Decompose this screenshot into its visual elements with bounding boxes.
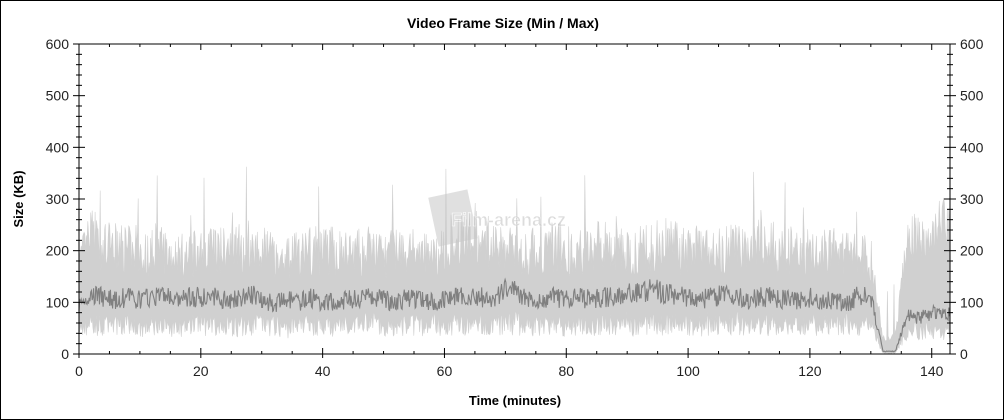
plot-area — [78, 166, 951, 354]
x-tick-label: 100 — [676, 363, 700, 379]
y-tick-label: 400 — [46, 139, 70, 155]
y-tick-label: 500 — [46, 88, 70, 104]
y-tick-label-right: 300 — [960, 191, 984, 207]
series-max-band — [78, 166, 950, 354]
x-tick-label: 120 — [798, 363, 822, 379]
x-tick-label: 80 — [558, 363, 574, 379]
y-tick-label-right: 100 — [960, 294, 984, 310]
y-axis-label: Size (KB) — [11, 170, 26, 227]
chart-title: Video Frame Size (Min / Max) — [407, 15, 599, 31]
y-tick-label: 600 — [46, 36, 70, 52]
x-tick-label: 0 — [75, 363, 83, 379]
x-tick-label: 140 — [920, 363, 944, 379]
y-tick-label-right: 400 — [960, 139, 984, 155]
x-tick-label: 60 — [437, 363, 453, 379]
y-tick-label-right: 600 — [960, 36, 984, 52]
y-tick-label: 300 — [46, 191, 70, 207]
y-tick-label: 200 — [46, 243, 70, 259]
svg-text:Film-arena.cz: Film-arena.cz — [451, 210, 566, 230]
x-tick-label: 40 — [315, 363, 331, 379]
x-axis-label: Time (minutes) — [469, 393, 561, 408]
y-tick-label-right: 200 — [960, 243, 984, 259]
watermark: Film-arena.cz — [428, 189, 566, 247]
y-tick-label: 0 — [61, 346, 69, 362]
series-min-line — [78, 277, 951, 353]
y-tick-label-right: 0 — [960, 346, 968, 362]
x-tick-label: 20 — [193, 363, 209, 379]
y-tick-label: 100 — [46, 294, 70, 310]
y-tick-label-right: 500 — [960, 88, 984, 104]
